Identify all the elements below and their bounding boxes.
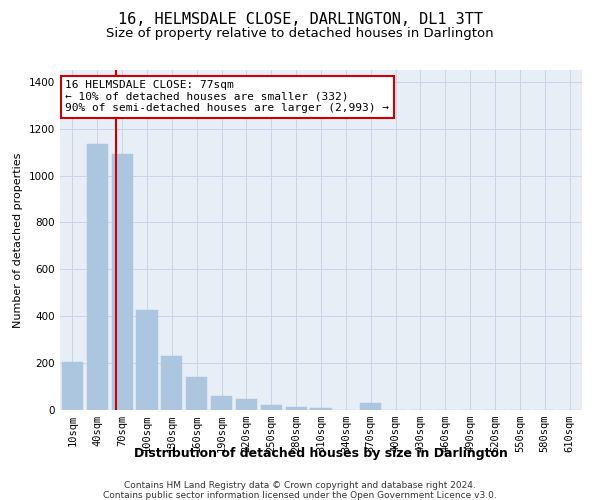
Bar bbox=[62, 362, 83, 410]
Bar bbox=[211, 396, 232, 410]
Bar bbox=[286, 407, 307, 410]
Text: Contains HM Land Registry data © Crown copyright and database right 2024.: Contains HM Land Registry data © Crown c… bbox=[124, 481, 476, 490]
Bar bbox=[360, 403, 381, 410]
Text: Size of property relative to detached houses in Darlington: Size of property relative to detached ho… bbox=[106, 28, 494, 40]
Bar bbox=[310, 408, 332, 410]
Bar bbox=[261, 406, 282, 410]
Bar bbox=[186, 377, 207, 410]
Bar bbox=[161, 356, 182, 410]
Bar bbox=[87, 144, 108, 410]
Y-axis label: Number of detached properties: Number of detached properties bbox=[13, 152, 23, 328]
Text: 16 HELMSDALE CLOSE: 77sqm
← 10% of detached houses are smaller (332)
90% of semi: 16 HELMSDALE CLOSE: 77sqm ← 10% of detac… bbox=[65, 80, 389, 114]
Bar bbox=[236, 400, 257, 410]
Text: Distribution of detached houses by size in Darlington: Distribution of detached houses by size … bbox=[134, 448, 508, 460]
Bar bbox=[136, 310, 158, 410]
Bar bbox=[112, 154, 133, 410]
Text: Contains public sector information licensed under the Open Government Licence v3: Contains public sector information licen… bbox=[103, 491, 497, 500]
Text: 16, HELMSDALE CLOSE, DARLINGTON, DL1 3TT: 16, HELMSDALE CLOSE, DARLINGTON, DL1 3TT bbox=[118, 12, 482, 28]
